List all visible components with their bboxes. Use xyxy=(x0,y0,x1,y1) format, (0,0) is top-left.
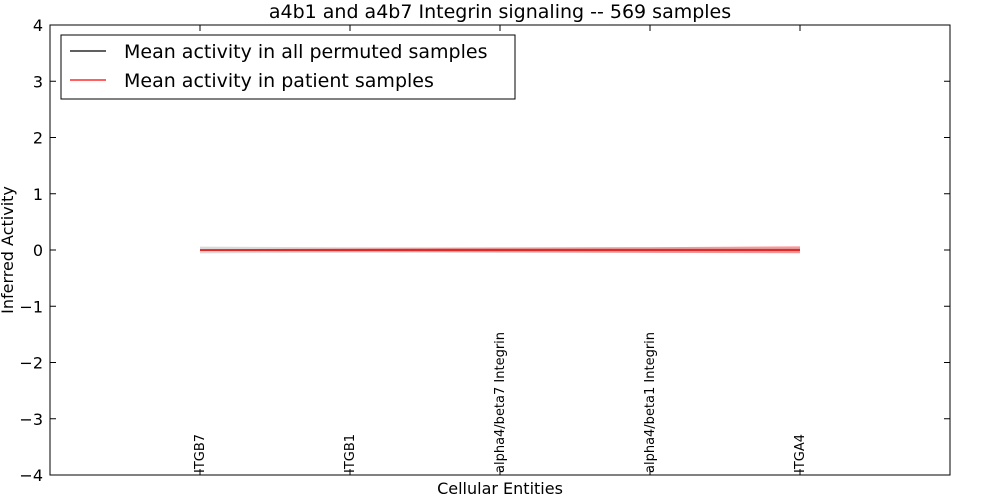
legend-label-patient: Mean activity in patient samples xyxy=(124,70,434,92)
y-tick-label: −3 xyxy=(19,410,43,429)
y-tick-label: 2 xyxy=(33,129,43,148)
y-tick-label: −1 xyxy=(19,297,43,316)
y-tick-label: −2 xyxy=(19,354,43,373)
x-category-label: ITGB1 xyxy=(343,434,358,473)
legend: Mean activity in all permuted samples Me… xyxy=(60,34,516,100)
y-tick-label: 3 xyxy=(33,72,43,91)
y-tick-label: 4 xyxy=(33,16,43,35)
y-axis-ticks: −4 −3 −2 −1 0 1 2 3 4 xyxy=(19,16,950,485)
x-category-label: alpha4/beta7 Integrin xyxy=(493,332,508,473)
x-axis-ticks: ITGB7 ITGB1 alpha4/beta7 Integrin alpha4/be… xyxy=(193,25,808,475)
x-category-label: ITGA4 xyxy=(793,434,808,473)
x-category-label: alpha4/beta1 Integrin xyxy=(643,332,658,473)
y-tick-label: −4 xyxy=(19,466,43,485)
legend-box xyxy=(60,34,516,100)
legend-label-permuted: Mean activity in all permuted samples xyxy=(124,41,487,63)
x-axis-label: Cellular Entities xyxy=(437,479,563,498)
y-tick-label: 0 xyxy=(33,241,43,260)
x-category-label: ITGB7 xyxy=(193,434,208,473)
y-axis-label: Inferred Activity xyxy=(0,186,17,314)
y-tick-label: 1 xyxy=(33,185,43,204)
chart-title: a4b1 and a4b7 Integrin signaling -- 569 … xyxy=(269,1,731,23)
